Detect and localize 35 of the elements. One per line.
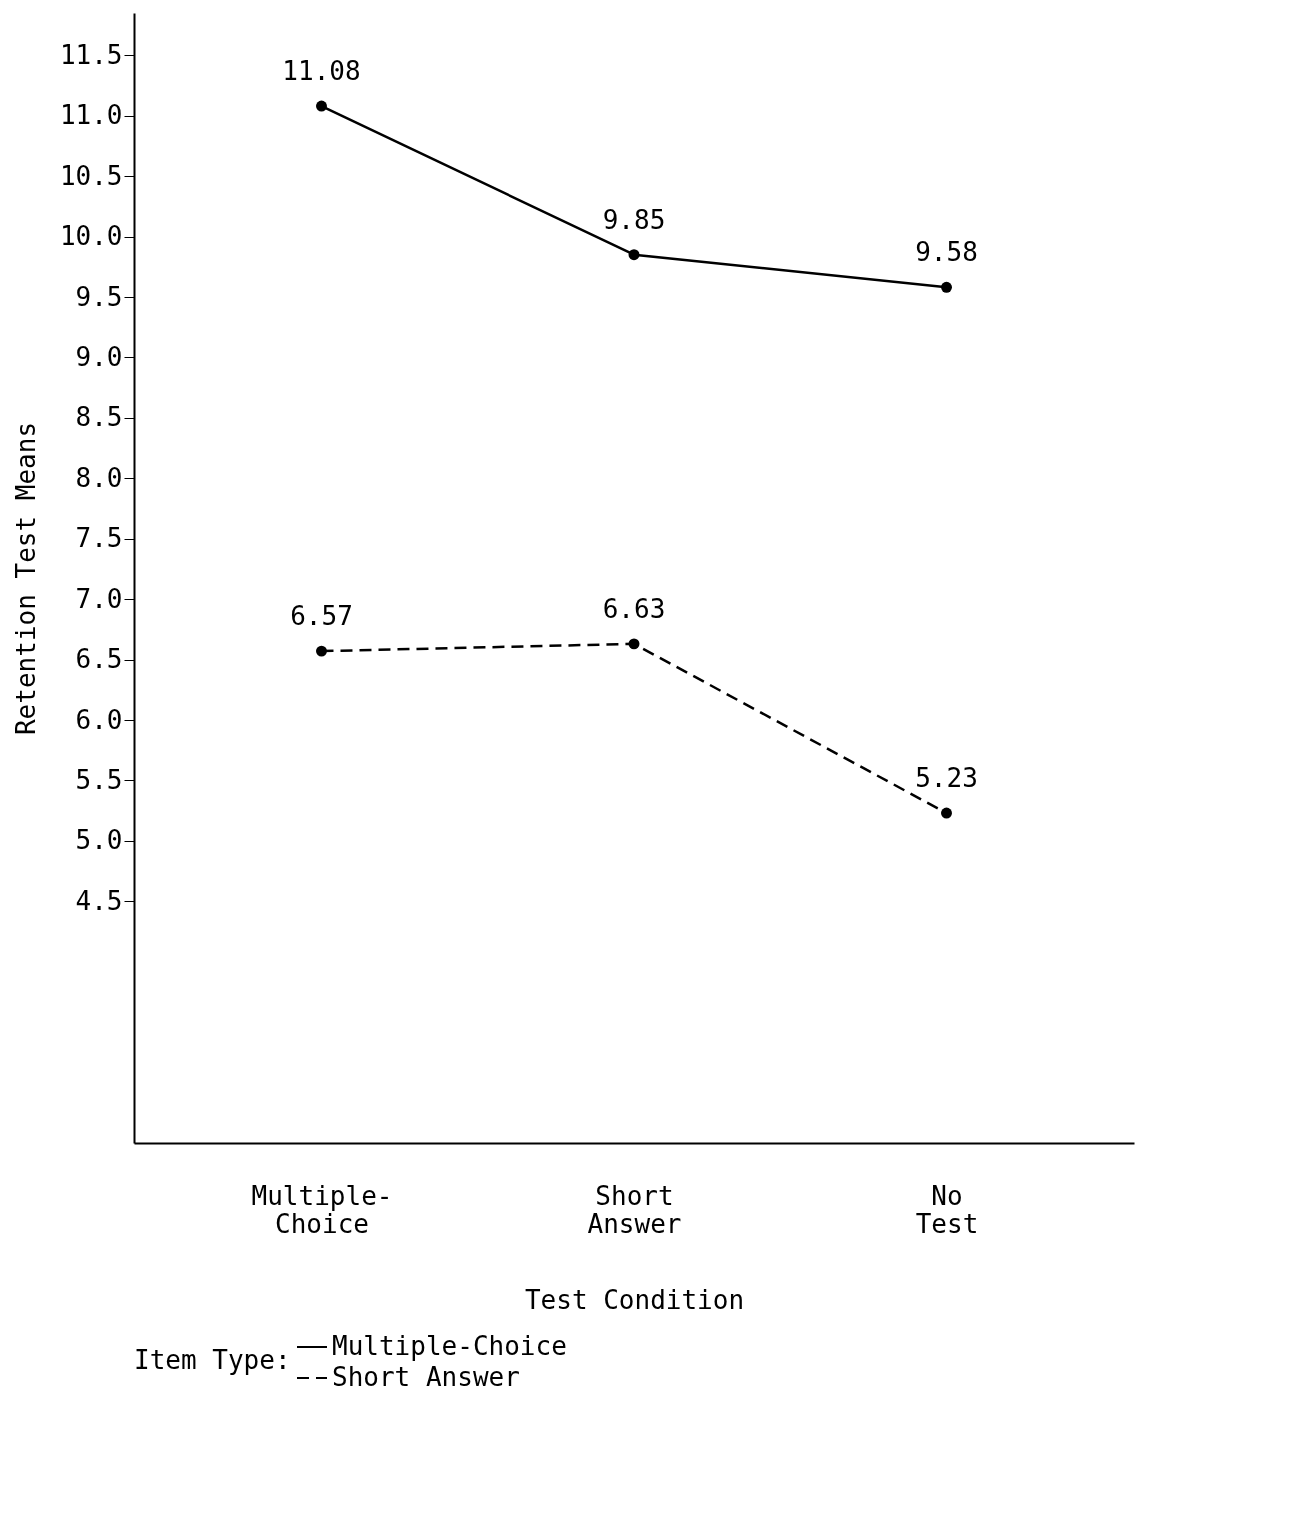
y-tick-label: 9.5 [75,281,123,312]
point [941,281,952,293]
point [941,807,952,819]
y-tick-label: 10.0 [59,221,123,252]
y-tick-label: 5.5 [75,764,123,795]
x-tick-label: No Test [915,1180,979,1239]
y-tick-label: 11.0 [59,100,123,131]
legend-title: Item Type: [134,1345,291,1375]
y-tick-label: 7.0 [75,583,123,614]
data-label: 6.57 [290,601,353,632]
point [628,638,640,650]
y-tick-label: 11.5 [59,39,123,70]
x-tick-label: Short Answer [587,1180,682,1239]
y-axis-title: Retention Test Means [10,421,41,736]
y-tick-label: 10.5 [59,160,123,191]
data-label: 9.58 [915,237,978,268]
y-tick-label: 6.5 [75,644,123,675]
data-label: 6.63 [602,593,666,624]
legend-label: Short Answer [332,1362,520,1392]
y-tick-label: 9.0 [75,341,123,372]
y-tick-label: 7.5 [75,523,123,554]
data-label: 11.08 [282,56,361,87]
x-axis-title: Test Condition [524,1284,745,1315]
y-tick-label: 8.0 [75,462,123,493]
y-tick-label: 6.0 [75,704,123,735]
y-tick-label: 5.0 [75,825,123,856]
point [628,249,640,261]
point [316,645,327,657]
data-label: 9.85 [602,204,666,235]
data-label: 5.23 [915,763,978,794]
point [316,100,327,112]
y-tick-label: 8.5 [75,402,123,433]
x-tick-label: Multiple-Choice [251,1180,393,1239]
legend-label: Multiple-Choice [332,1331,567,1361]
y-tick-label: 4.5 [75,885,123,916]
